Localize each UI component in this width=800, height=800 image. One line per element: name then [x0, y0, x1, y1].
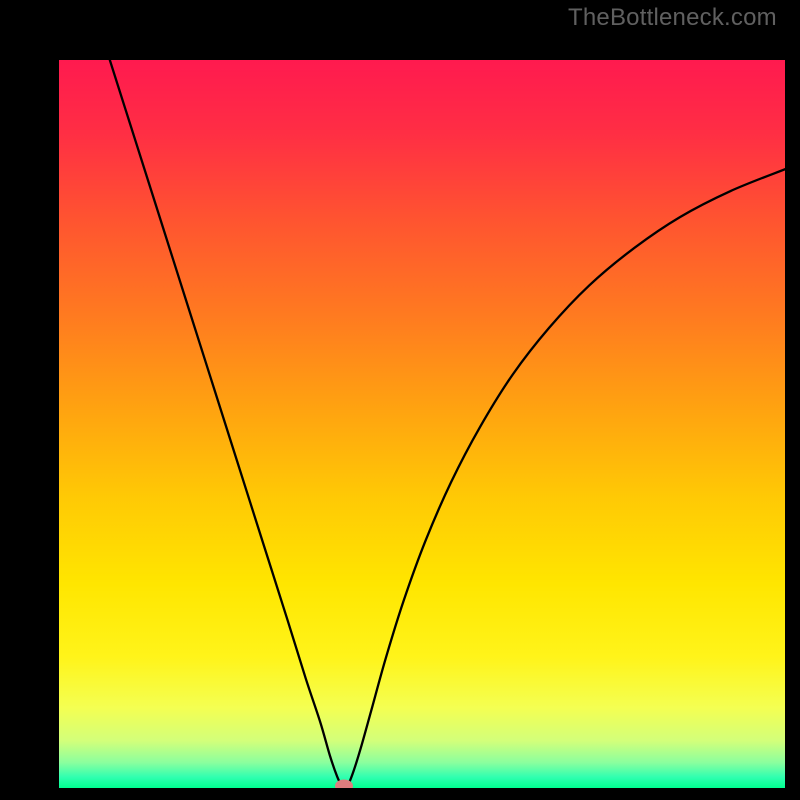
v-curve — [59, 60, 785, 788]
watermark-text: TheBottleneck.com — [568, 4, 777, 32]
v-curve-path — [110, 60, 785, 788]
plot-area — [59, 60, 785, 788]
chart-frame — [21, 23, 781, 781]
minimum-marker — [335, 779, 353, 788]
